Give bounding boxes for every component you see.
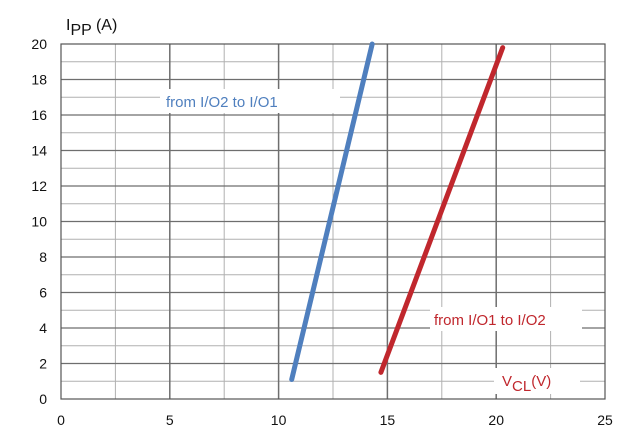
series-label-bg-1 (160, 89, 340, 113)
x-tick-labels: 0 5 10 15 20 25 (57, 412, 613, 428)
y-axis-title-unit: (A) (92, 17, 118, 34)
x-tick-label: 20 (488, 412, 504, 428)
x-tick-label: 0 (57, 412, 65, 428)
series-line-2 (378, 45, 506, 375)
y-tick-label: 6 (39, 285, 47, 301)
y-tick-label: 0 (39, 391, 47, 407)
x-tick-label: 25 (597, 412, 613, 428)
y-tick-labels: 0 2 4 6 8 10 12 14 16 18 20 (31, 36, 47, 407)
y-tick-label: 8 (39, 249, 47, 265)
y-tick-label: 10 (31, 214, 47, 230)
y-axis-title: IPP (A) (66, 17, 117, 39)
series-label-io2-to-io1: from I/O2 to I/O1 (166, 94, 278, 111)
x-tick-label: 15 (380, 412, 396, 428)
y-tick-label: 18 (31, 72, 47, 88)
y-tick-label: 20 (31, 36, 47, 52)
y-tick-label: 14 (31, 143, 47, 159)
x-tick-label: 5 (166, 412, 174, 428)
y-tick-label: 12 (31, 178, 47, 194)
y-tick-label: 16 (31, 107, 47, 123)
x-axis-title-main: V (502, 373, 512, 390)
x-axis-title-unit: (V) (531, 373, 551, 390)
y-tick-label: 4 (39, 320, 47, 336)
series-label-io1-to-io2: from I/O1 to I/O2 (434, 312, 546, 329)
x-axis-title: VCL(V) (502, 373, 551, 395)
series-line-1 (289, 41, 375, 382)
major-gridlines (61, 44, 605, 399)
y-tick-label: 2 (39, 356, 47, 372)
x-axis-title-bg (494, 368, 580, 394)
x-tick-label: 10 (271, 412, 287, 428)
series-label-bg-2 (430, 307, 582, 331)
x-axis-title-sub: CL (512, 378, 531, 395)
y-axis-title-sub: PP (70, 22, 91, 39)
y-axis-title-main: I (66, 17, 70, 34)
plot-frame (60, 43, 606, 400)
series-lines (289, 41, 506, 382)
